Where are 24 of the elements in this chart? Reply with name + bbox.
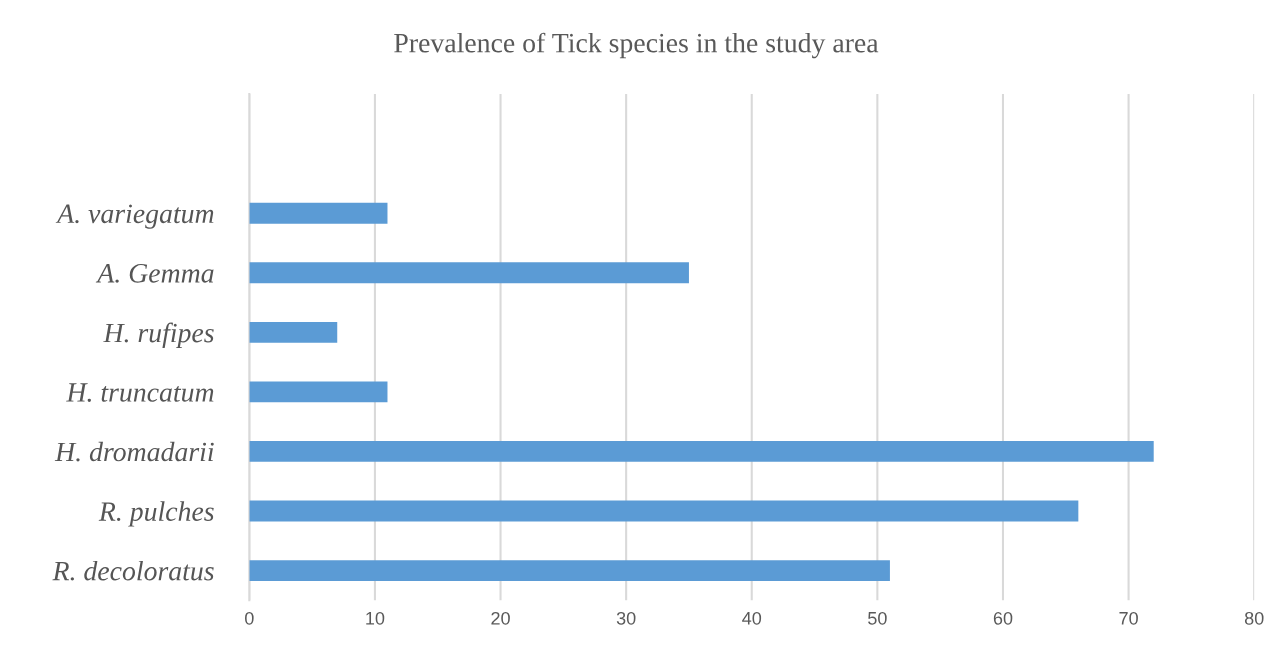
x-tick-label: 60 (993, 611, 1013, 625)
y-tick-label: H. truncatum (66, 383, 214, 402)
bar (249, 202, 388, 224)
y-tick-label: A. variegatum (55, 204, 214, 229)
y-tick-label: R. decoloratus (52, 560, 214, 581)
x-tick-label: 20 (491, 611, 510, 625)
x-tick-label: 30 (616, 611, 636, 625)
bar (249, 441, 1154, 462)
x-tick-label: 80 (1244, 611, 1264, 625)
y-tick-label: R. pulches (98, 501, 214, 527)
bar (249, 560, 890, 581)
x-tick-label: 10 (366, 611, 385, 625)
x-tick-label: 0 (245, 611, 254, 625)
chart-title: Prevalence of Tick species in the study area (394, 32, 879, 59)
bar (249, 321, 338, 343)
x-tick-label: 70 (1119, 611, 1138, 625)
bar (249, 500, 1079, 522)
x-tick-label: 40 (742, 611, 762, 625)
x-tick-label: 50 (868, 611, 887, 625)
bar (249, 262, 689, 284)
bar (249, 381, 388, 403)
y-tick-label: H. dromadarii (54, 441, 214, 462)
y-tick-label: A. Gemma (95, 264, 214, 283)
y-tick-label: H. rufipes (103, 322, 214, 349)
